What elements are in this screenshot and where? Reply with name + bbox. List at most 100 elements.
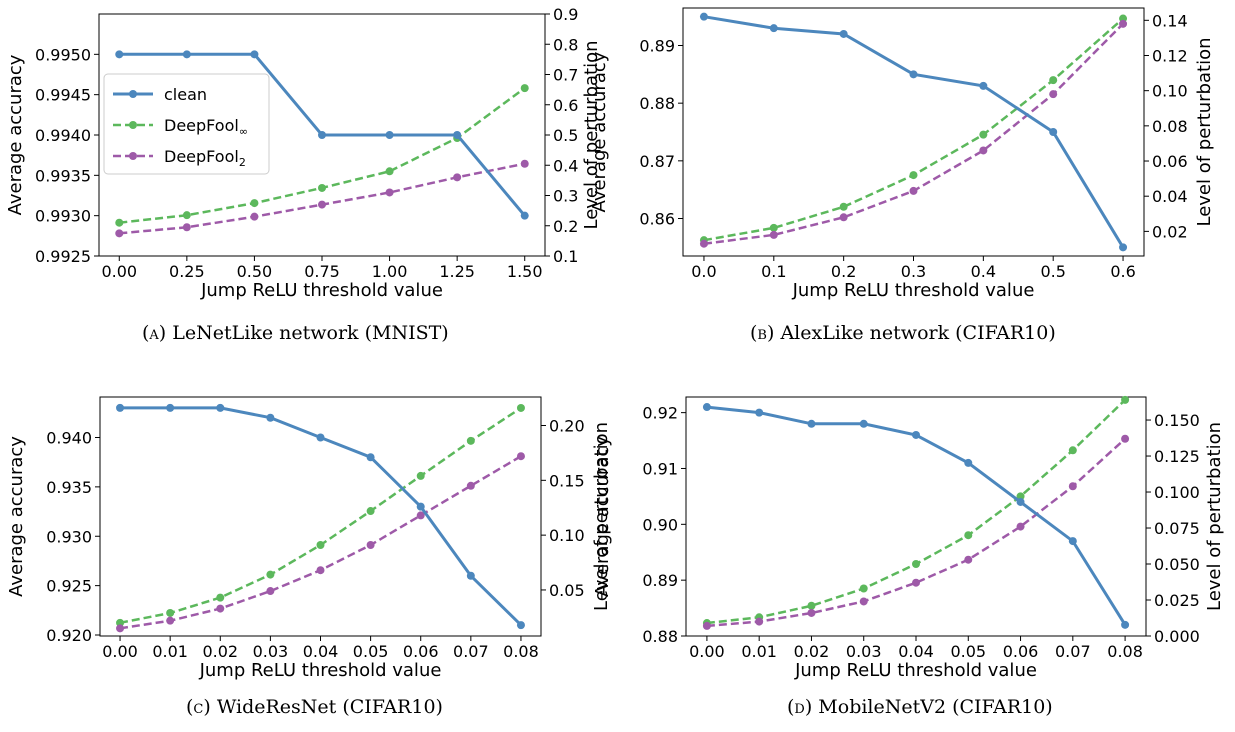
- data-point: [979, 146, 988, 155]
- data-point: [453, 131, 462, 139]
- chart-panel-2: 0.0 0.1 0.2 0.3 0.4 0.5 0.6 0.86 0.87 0.88 0.89 0.0…: [589, 7, 1215, 301]
- y2-tick-label: 0.2: [553, 217, 578, 236]
- data-point: [316, 541, 325, 550]
- data-point: [166, 403, 175, 412]
- y2-tick-label: 0.9: [553, 5, 578, 24]
- data-point: [769, 230, 778, 239]
- x-tick-label: 0.2: [831, 262, 856, 281]
- data-point: [1119, 243, 1128, 252]
- data-point: [839, 29, 848, 38]
- y2-tick-label: 0.6: [553, 96, 578, 115]
- caption-text: MobileNetV2 (CIFAR10): [818, 696, 1053, 718]
- data-point: [909, 186, 918, 195]
- x-tick-label: 0.06: [403, 642, 439, 661]
- y2-tick-label: 0.05: [549, 581, 585, 600]
- x-tick-label: 0.5: [1040, 262, 1065, 281]
- data-point: [859, 584, 868, 593]
- y-tick-label: 0.9935: [35, 166, 91, 185]
- series-line: [706, 405, 1127, 626]
- data-point: [769, 223, 778, 232]
- data-point: [1121, 620, 1130, 629]
- y2-tick-label: 0.04: [1152, 187, 1188, 206]
- data-point: [807, 601, 816, 610]
- data-point: [516, 621, 525, 630]
- data-point: [266, 570, 275, 579]
- chart-panel-4: 0.00 0.01 0.02 0.03 0.04 0.05 0.06 0.07 0.08 0.88…: [592, 395, 1225, 681]
- y-tick-label: 0.935: [46, 478, 92, 497]
- data-point: [839, 213, 848, 222]
- y2-tick-label: 0.075: [1154, 519, 1200, 538]
- data-point: [318, 131, 326, 139]
- x-tick-label: 0.1: [761, 262, 786, 281]
- y2-tick-label: 0.14: [1152, 11, 1188, 30]
- y-axis-label: Average accuracy: [5, 54, 26, 215]
- data-point: [1049, 128, 1058, 136]
- data-point: [366, 453, 375, 462]
- x-tick-label: 0.3: [901, 262, 926, 281]
- data-point: [116, 618, 125, 627]
- data-point: [979, 130, 988, 139]
- legend-swatch-marker: [129, 152, 137, 160]
- y-tick-label: 0.92: [642, 404, 678, 423]
- x-tick-label: 0.07: [453, 642, 489, 661]
- legend-label-subscript: 2: [239, 156, 246, 169]
- legend: clean DeepFool∞ DeepFool2: [103, 73, 270, 175]
- data-point: [516, 403, 525, 412]
- caption-d: (d) MobileNetV2 (CIFAR10): [787, 696, 1053, 718]
- y2-tick-label: 0.06: [1152, 152, 1188, 171]
- y2-tick-label: 0.10: [1152, 82, 1188, 101]
- x-tick-label: 0.03: [253, 642, 289, 661]
- y-tick-label: 0.9930: [35, 207, 91, 226]
- caption-text: LeNetLike network (MNIST): [172, 322, 449, 344]
- y2-tick-label: 0.5: [553, 126, 578, 145]
- x-tick-label: 0.04: [303, 642, 339, 661]
- y-tick-label: 0.925: [46, 577, 92, 596]
- data-point: [250, 50, 259, 59]
- legend-label: clean: [164, 85, 207, 104]
- legend-label: DeepFool2: [164, 147, 246, 169]
- y-tick-label: 0.91: [642, 459, 678, 478]
- legend-label-subscript: ∞: [239, 125, 248, 138]
- caption-tag: (c): [186, 696, 211, 718]
- x-tick-label: 0.02: [202, 642, 238, 661]
- x-tick-label: 1.25: [439, 262, 475, 281]
- series-line: [703, 17, 1124, 242]
- data-point: [702, 621, 711, 630]
- legend-label: DeepFool∞: [164, 116, 248, 138]
- y2-tick-label: 0.15: [549, 471, 585, 490]
- x-tick-label: 0.75: [304, 262, 340, 281]
- legend-swatch-marker: [129, 121, 137, 129]
- data-point: [116, 403, 125, 412]
- data-point: [699, 239, 708, 248]
- y-tick-label: 0.940: [46, 428, 92, 447]
- x-tick-label: 0.00: [101, 262, 137, 281]
- y-tick-label: 0.9940: [35, 126, 91, 145]
- data-point: [416, 502, 425, 511]
- x-tick-label: 0.0: [691, 262, 716, 281]
- data-point: [115, 229, 124, 238]
- data-point: [755, 617, 764, 626]
- data-point: [964, 458, 973, 467]
- y2-tick-label: 0.025: [1154, 591, 1200, 610]
- y2-axis-label: Level of perturbation: [581, 40, 602, 229]
- y-tick-label: 0.89: [639, 36, 675, 55]
- data-point: [1016, 492, 1025, 501]
- y-tick-label: 0.90: [642, 515, 678, 534]
- data-point: [266, 587, 275, 596]
- data-point: [912, 430, 920, 439]
- data-point: [115, 218, 124, 227]
- data-point: [839, 202, 848, 211]
- y2-tick-label: 0.000: [1154, 627, 1200, 646]
- data-point: [1068, 446, 1077, 455]
- data-point: [769, 24, 778, 33]
- data-point: [807, 419, 816, 428]
- data-point: [385, 188, 394, 197]
- data-point: [182, 50, 191, 59]
- legend-swatch-marker: [129, 90, 137, 98]
- data-point: [520, 159, 529, 168]
- y-tick-label: 0.87: [639, 152, 675, 171]
- y2-tick-label: 0.3: [553, 187, 578, 206]
- data-point: [116, 624, 125, 633]
- chart-panel-1: 0.00 0.25 0.50 0.75 1.00 1.25 1.50 0.9925 0.9930…: [5, 5, 602, 301]
- x-tick-label: 0.00: [102, 642, 138, 661]
